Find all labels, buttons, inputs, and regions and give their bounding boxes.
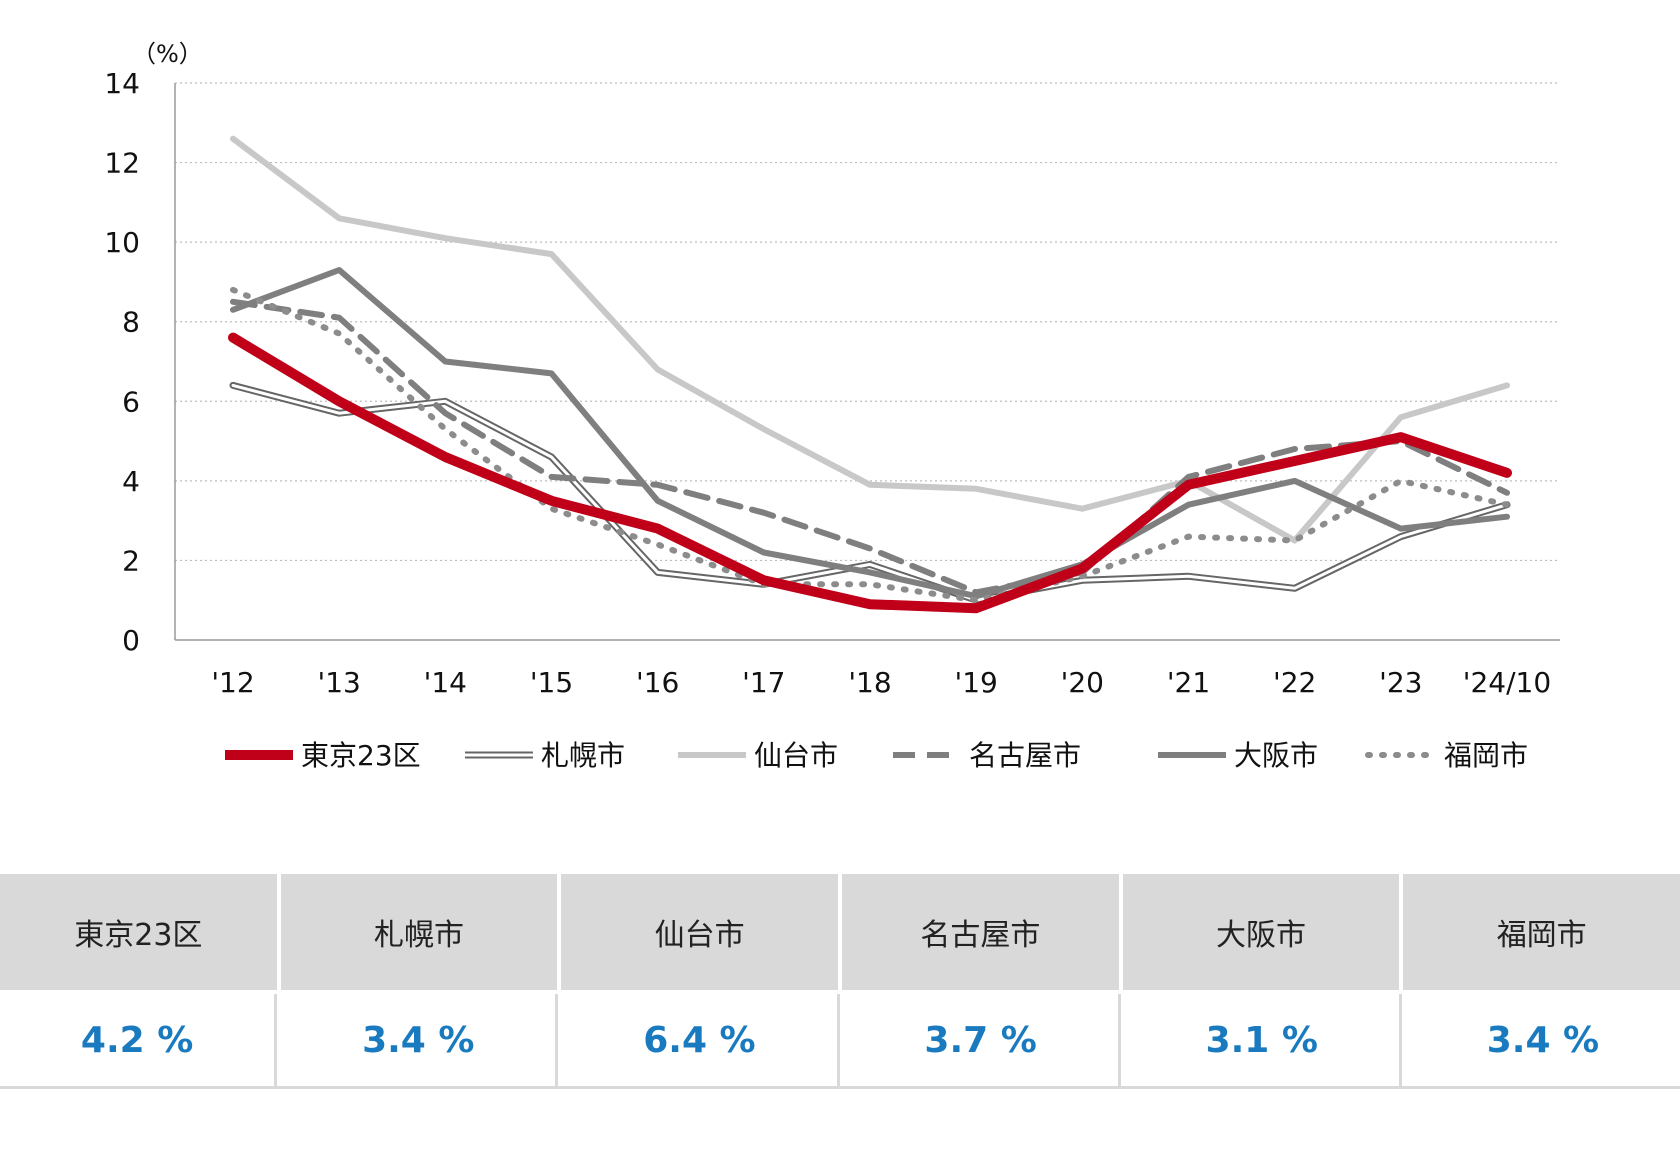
series-札幌市 <box>229 381 1511 604</box>
x-tick-label: '13 <box>318 666 361 699</box>
x-tick-label: '16 <box>636 666 679 699</box>
summary-header-row: 東京23区 札幌市 仙台市 名古屋市 大阪市 福岡市 <box>0 874 1680 990</box>
x-tick-label: '18 <box>848 666 891 699</box>
x-tick-label: '15 <box>530 666 573 699</box>
legend-item: 大阪市 <box>1158 739 1318 772</box>
x-tick-label: '24/10 <box>1463 666 1551 699</box>
x-tick-label: '17 <box>742 666 785 699</box>
legend-label: 仙台市 <box>754 739 838 772</box>
y-tick-label: 0 <box>122 624 140 657</box>
series-仙台市 <box>230 135 1510 544</box>
legend-item: 仙台市 <box>678 739 838 772</box>
x-tick-label: '19 <box>955 666 998 699</box>
series-line <box>230 298 1510 596</box>
legend-item: 名古屋市 <box>893 739 1081 772</box>
series-line <box>231 383 1509 602</box>
y-tick-label: 8 <box>122 306 140 339</box>
y-tick-label: 14 <box>104 67 140 100</box>
legend-item: 札幌市 <box>465 739 625 772</box>
x-tick-label: '22 <box>1273 666 1316 699</box>
legend-label: 福岡市 <box>1444 739 1528 772</box>
series-名古屋市 <box>230 298 1510 596</box>
legend-label: 名古屋市 <box>969 739 1081 772</box>
series-line <box>230 135 1510 544</box>
vacancy-rate-line-chart: 0 2 4 6 8 10 12 14（%） '12 '13 '14 '15 '16 '17 '18 '19 '2… <box>104 40 1560 772</box>
summary-table: 東京23区 札幌市 仙台市 名古屋市 大阪市 福岡市 4.2 % 3.4 % 6.4 % 3.7… <box>0 874 1680 1089</box>
y-unit-label: （%） <box>132 40 203 68</box>
series-line <box>228 332 1512 614</box>
x-tick-label: '23 <box>1379 666 1422 699</box>
summary-value-cell: 6.4 % <box>562 994 840 1086</box>
summary-header-cell: 札幌市 <box>280 874 558 990</box>
y-tick-label: 6 <box>122 385 140 418</box>
x-tick-label: '20 <box>1061 666 1104 699</box>
summary-value-cell: 3.1 % <box>1125 994 1402 1086</box>
summary-bottom-divider <box>0 1086 1680 1089</box>
summary-header-cell: 福岡市 <box>1403 874 1680 990</box>
x-tick-label: '21 <box>1167 666 1210 699</box>
legend-label: 東京23区 <box>301 739 421 772</box>
x-tick-label: '12 <box>211 666 254 699</box>
y-tick-label: 12 <box>104 147 140 180</box>
x-tick-label: '14 <box>424 666 467 699</box>
summary-value-cell: 3.4 % <box>1486 1019 1600 1061</box>
summary-header-cell: 仙台市 <box>561 874 839 990</box>
summary-value-cell: 4.2 % <box>0 994 278 1086</box>
legend-label: 札幌市 <box>541 739 625 772</box>
legend-item: 福岡市 <box>1365 739 1528 772</box>
legend-label: 大阪市 <box>1234 739 1318 772</box>
summary-value-cell: 3.7 % <box>844 994 1121 1086</box>
series-大阪市 <box>230 267 1510 600</box>
y-tick-label: 10 <box>104 226 140 259</box>
summary-header-cell: 名古屋市 <box>842 874 1119 990</box>
summary-header-cell: 大阪市 <box>1122 874 1400 990</box>
y-tick-label: 2 <box>122 544 140 577</box>
summary-value-cell: 3.4 % <box>281 994 559 1086</box>
y-tick-label: 4 <box>122 465 140 498</box>
legend-item: 東京23区 <box>225 739 421 772</box>
summary-header-cell: 東京23区 <box>0 874 277 990</box>
summary-value-row: 4.2 % 3.4 % 6.4 % 3.7 % 3.1 % 3.4 % <box>0 994 1680 1086</box>
series-line <box>230 267 1510 600</box>
series-東京23区 <box>228 332 1512 614</box>
